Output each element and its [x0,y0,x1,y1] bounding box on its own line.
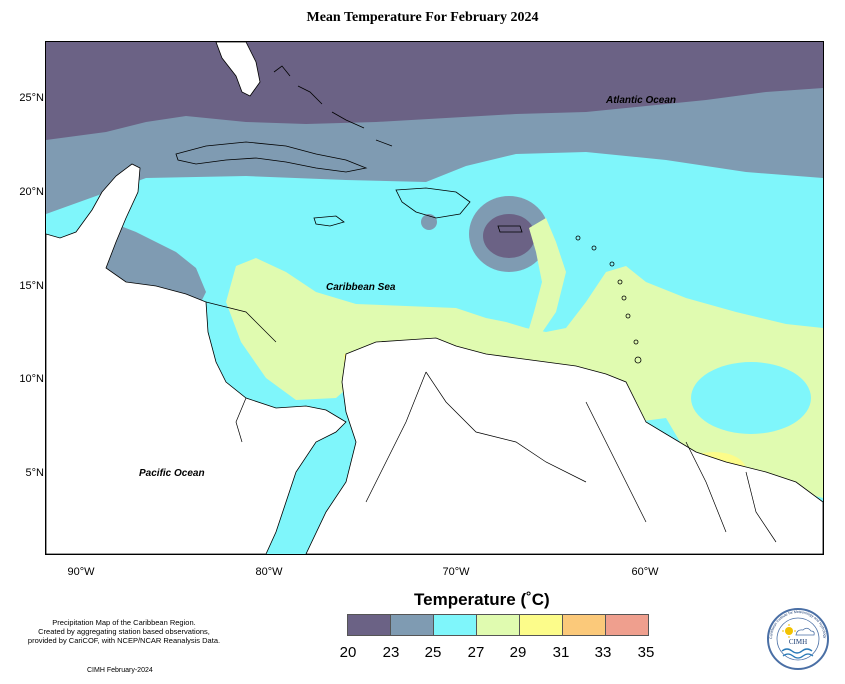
logo-text: CIMH [789,638,807,646]
source-note-line-3: provided by CariCOF, with NCEP/NCAR Rean… [27,636,221,645]
legend-tick-23: 23 [382,644,400,661]
land-borders [205,301,777,543]
legend-swatch-20-23 [348,615,391,635]
temp-zone-23-25-hispaniola [421,214,437,230]
legend-tick-20: 20 [339,644,357,661]
legend-swatch-31-33 [563,615,606,635]
lat-label-5n: 5°N [25,467,44,479]
lat-label-20n: 20°N [19,186,44,198]
legend-tick-labels: 20 23 25 27 29 31 33 35 [328,644,668,664]
land-south-america [305,337,823,554]
legend-tick-35: 35 [637,644,655,661]
map-title: Mean Temperature For February 2024 [306,10,539,25]
lat-label-15n: 15°N [19,280,44,292]
credit-line: CIMH February-2024 [87,667,153,674]
temp-zone-20-23-pr [483,214,535,258]
legend-title: Temperature (˚C) [414,590,550,609]
temperature-map [46,42,823,554]
legend-swatch-33-35 [606,615,648,635]
legend-colorbar [347,614,649,636]
cimh-logo: CIMH Caribbean Institute for Meteorology… [767,608,829,670]
land-lesser-antilles [575,235,642,364]
legend-swatch-23-25 [391,615,434,635]
legend-swatch-29-31 [520,615,563,635]
legend-tick-25: 25 [424,644,442,661]
sun-icon [782,624,796,638]
land-cuba [175,141,368,173]
pacific-ocean-label: Pacific Ocean [139,468,205,479]
wave-icon-2 [782,653,814,659]
legend-tick-33: 33 [594,644,612,661]
land-hispaniola [395,187,471,219]
lat-label-10n: 10°N [19,373,44,385]
legend-swatch-27-29 [477,615,520,635]
land-central-america [46,163,347,554]
legend-tick-27: 27 [467,644,485,661]
land-puerto-rico [497,225,523,233]
land-florida [215,42,261,97]
source-note-line-2: Created by aggregating station based obs… [38,627,210,636]
lat-label-25n: 25°N [19,92,44,104]
map-area [45,41,824,555]
legend-swatch-25-27 [434,615,477,635]
source-note-line-1: Precipitation Map of the Caribbean Regio… [52,618,196,627]
legend-tick-29: 29 [509,644,527,661]
legend-tick-31: 31 [552,644,570,661]
temp-zone-25-27-east [691,362,811,434]
lon-label-60w: 60°W [631,566,659,578]
lon-label-90w: 90°W [67,566,95,578]
land-bahamas [273,65,393,147]
wave-icon [781,648,813,654]
cloud-icon [795,627,815,636]
lon-label-80w: 80°W [255,566,283,578]
caribbean-sea-label: Caribbean Sea [326,282,396,293]
temp-zone-27-29-strip [528,218,566,334]
source-note: Precipitation Map of the Caribbean Regio… [14,618,234,645]
lon-label-70w: 70°W [442,566,470,578]
land-jamaica [313,215,345,227]
atlantic-ocean-label: Atlantic Ocean [606,95,677,106]
